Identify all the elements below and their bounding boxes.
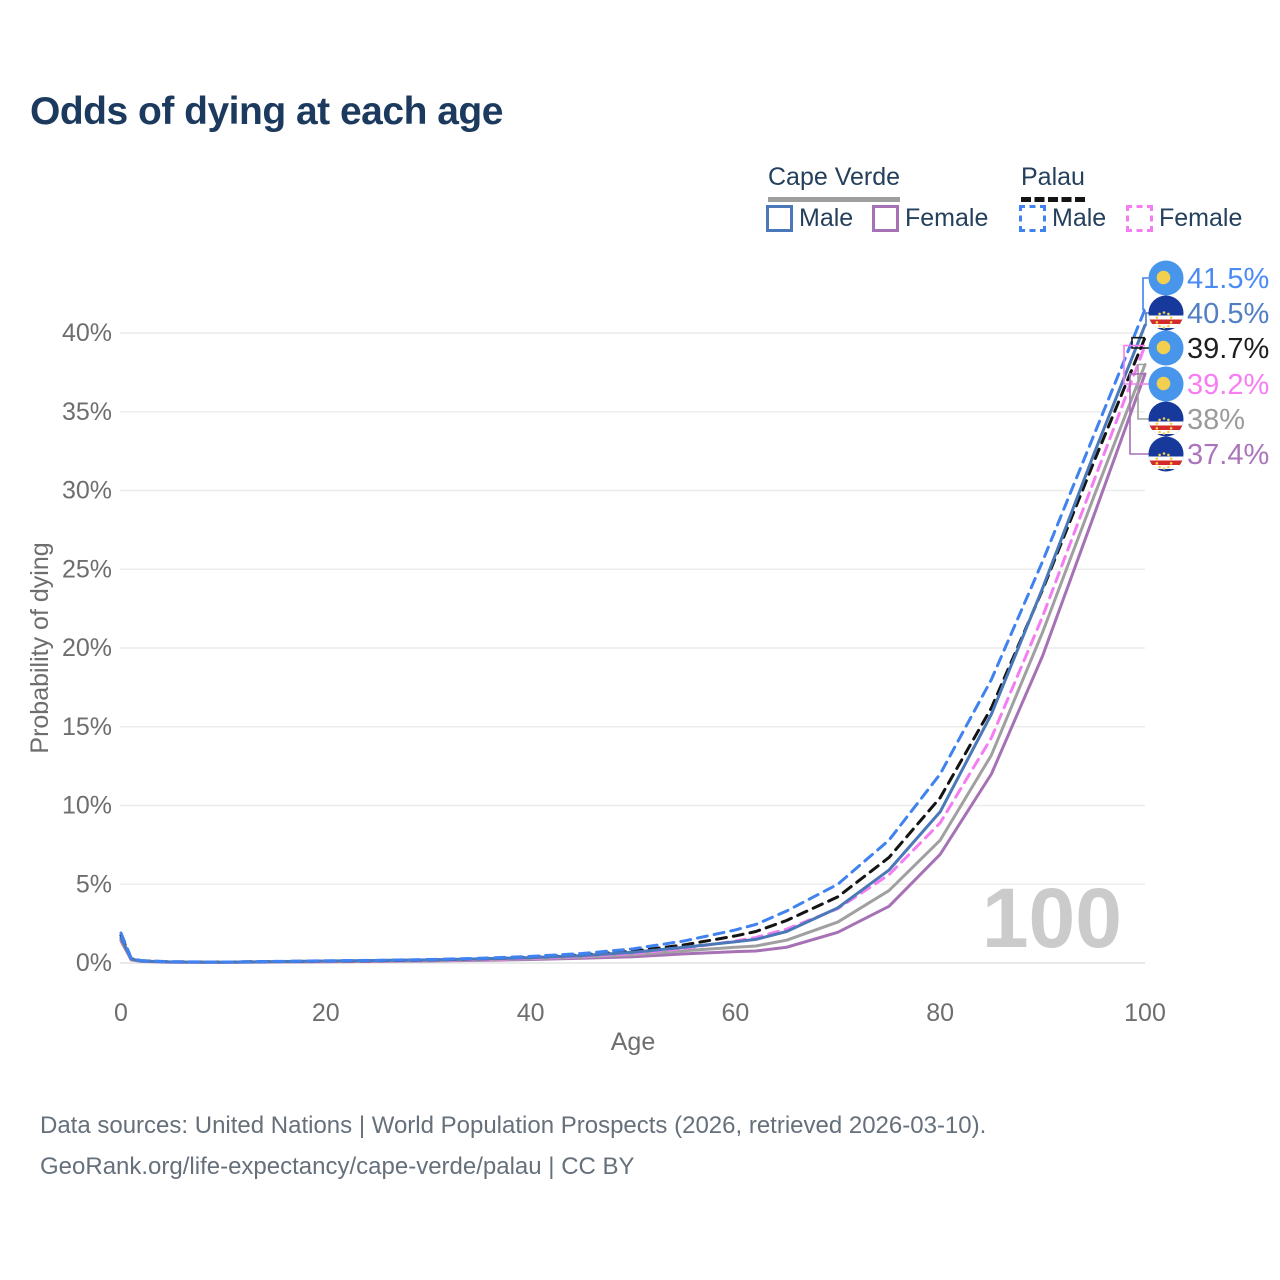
cape-verde-flag-icon — [1148, 436, 1184, 472]
y-tick-label: 10% — [62, 792, 112, 820]
legend-group-title: Palau — [1021, 163, 1085, 191]
y-tick-label: 15% — [62, 713, 112, 741]
y-tick-label: 25% — [62, 555, 112, 583]
end-value-label: 40.5% — [1187, 298, 1269, 330]
label-connector — [1131, 336, 1149, 349]
label-connector — [1129, 373, 1149, 455]
legend-group-title: Cape Verde — [768, 163, 901, 191]
x-tick-label: 0 — [114, 999, 128, 1027]
legend-item-label: Male — [1052, 204, 1107, 232]
end-value-label: 39.2% — [1187, 369, 1269, 401]
end-value-label: 38% — [1187, 404, 1245, 436]
palau-flag-icon — [1148, 330, 1184, 366]
source-line: Data sources: United Nations | World Pop… — [40, 1112, 987, 1139]
y-tick-label: 40% — [62, 319, 112, 347]
legend-group-palau: Palau — [1021, 163, 1085, 202]
legend-item-palau-female[interactable]: Female — [1126, 204, 1242, 233]
palau-flag-icon — [1148, 260, 1184, 296]
legend-item-label: Male — [799, 204, 854, 232]
label-connector — [1145, 312, 1149, 326]
y-tick-label: 30% — [62, 477, 112, 505]
x-tick-label: 80 — [926, 999, 954, 1027]
y-tick-label: 35% — [62, 398, 112, 426]
x-axis-title: Age — [611, 1028, 655, 1056]
legend-group-cape-verde: Cape Verde — [768, 163, 901, 202]
y-axis-title: Probability of dying — [26, 542, 54, 753]
x-tick-label: 60 — [721, 999, 749, 1027]
legend-item-cape-verde-female[interactable]: Female — [872, 204, 988, 233]
palau-female-swatch-icon — [1126, 205, 1153, 232]
x-tick-label: 20 — [312, 999, 340, 1027]
page-title: Odds of dying at each age — [30, 90, 503, 133]
end-value-label: 37.4% — [1187, 439, 1269, 471]
attribution-line: GeoRank.org/life-expectancy/cape-verde/p… — [40, 1153, 635, 1180]
series-line-palau-female[interactable] — [119, 344, 1147, 964]
label-connector — [1137, 363, 1149, 420]
y-tick-label: 5% — [76, 870, 112, 898]
series-line-palau[interactable] — [119, 336, 1147, 964]
palau-male-swatch-icon — [1019, 205, 1046, 232]
y-tick-label: 20% — [62, 634, 112, 662]
label-connector — [1142, 277, 1149, 311]
cape-verde-male-swatch-icon — [766, 205, 793, 232]
hover-age-watermark: 100 — [982, 871, 1122, 965]
cape-verde-flag-icon — [1148, 401, 1184, 437]
y-tick-label: 0% — [76, 949, 112, 977]
legend-item-cape-verde-male[interactable]: Male — [766, 204, 853, 233]
palau-flag-icon — [1148, 366, 1184, 402]
cape-verde-female-swatch-icon — [872, 205, 899, 232]
x-tick-label: 100 — [1124, 999, 1166, 1027]
cape-verde-flag-icon — [1148, 295, 1184, 331]
label-connector — [1123, 344, 1149, 385]
legend-item-label: Female — [905, 204, 989, 232]
series-line-palau-male[interactable] — [119, 307, 1147, 964]
legend-item-palau-male[interactable]: Male — [1019, 204, 1106, 233]
series-line-cape-verde-male[interactable] — [119, 323, 1147, 964]
end-value-label: 39.7% — [1187, 333, 1269, 365]
data-source-note: Data sources: United Nations | World Pop… — [40, 1105, 986, 1187]
legend-item-label: Female — [1159, 204, 1243, 232]
x-tick-label: 40 — [517, 999, 545, 1027]
end-value-label: 41.5% — [1187, 263, 1269, 295]
